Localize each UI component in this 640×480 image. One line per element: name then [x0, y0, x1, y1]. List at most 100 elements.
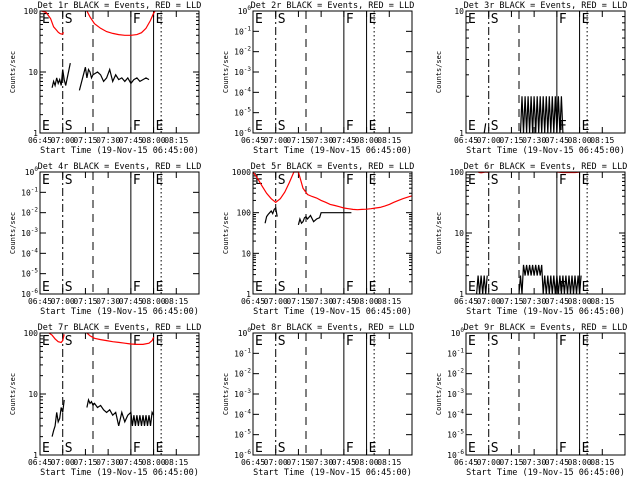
lld-line	[41, 10, 65, 35]
marker-label: E	[42, 441, 50, 456]
x-tick-label: 06:45	[454, 458, 478, 467]
x-tick-label: 08:15	[377, 136, 401, 145]
panel-3: Det 3r BLACK = Events, RED = LLD 1 10 06:45…	[435, 1, 627, 156]
y-tick-label: 10	[28, 390, 38, 399]
events-line	[86, 397, 155, 427]
panel-title: Det 9r BLACK = Events, RED = LLD	[464, 323, 628, 333]
marker-label: F	[133, 334, 141, 349]
lld-line	[252, 171, 413, 211]
x-tick-label: 07:45	[545, 297, 569, 306]
x-tick-label: 08:00	[355, 136, 379, 145]
x-tick-label: 07:30	[96, 458, 120, 467]
plot-frame	[465, 10, 626, 134]
panel-6: Det 6r BLACK = Events, RED = LLD 1 10 100 06…	[435, 162, 627, 317]
x-tick-label: 08:15	[377, 297, 401, 306]
x-axis-label: Start Time (19-Nov-15 06:45:00)	[40, 146, 199, 156]
events-line	[78, 67, 150, 91]
panel-title: Det 6r BLACK = Events, RED = LLD	[464, 162, 628, 172]
y-tick-label: 100	[450, 168, 465, 177]
marker-label: E	[369, 173, 377, 188]
y-tick-label: 10-3	[234, 66, 251, 77]
y-tick-label: 10-1	[21, 186, 38, 197]
marker-label: E	[255, 334, 263, 349]
y-tick-label: 10-4	[21, 247, 38, 258]
y-tick-label: 10-5	[21, 268, 38, 279]
y-tick-label: 1000	[232, 168, 251, 177]
x-tick-label: 08:15	[590, 136, 614, 145]
y-tick-label: 10-2	[234, 46, 251, 57]
x-axis-label: Start Time (19-Nov-15 06:45:00)	[466, 146, 625, 156]
marker-label: S	[278, 280, 286, 295]
marker-label: E	[42, 334, 50, 349]
marker-label: E	[42, 12, 50, 27]
panel-5: Det 5r BLACK = Events, RED = LLD 1 10 100 10…	[222, 162, 414, 317]
panel-title: Det 3r BLACK = Events, RED = LLD	[464, 1, 628, 11]
lld-line	[86, 332, 155, 345]
panel-title: Det 8r BLACK = Events, RED = LLD	[251, 323, 415, 333]
marker-label: E	[255, 119, 263, 134]
marker-label: S	[278, 119, 286, 134]
marker-label: E	[255, 441, 263, 456]
y-tick-label: 10-5	[234, 429, 251, 440]
marker-label: S	[278, 441, 286, 456]
y-tick-label: 10-5	[234, 107, 251, 118]
y-tick-label: 10-6	[447, 449, 464, 460]
y-tick-label: 100	[451, 327, 465, 338]
x-tick-label: 07:15	[499, 297, 523, 306]
marker-label: E	[156, 280, 164, 295]
marker-label: E	[156, 12, 164, 27]
marker-label: S	[491, 334, 499, 349]
y-axis-label: Counts/sec	[435, 373, 443, 415]
marker-label: F	[133, 441, 141, 456]
marker-label: E	[468, 280, 476, 295]
marker-label: E	[582, 334, 590, 349]
x-tick-label: 08:15	[164, 297, 188, 306]
marker-label: E	[369, 334, 377, 349]
plot-frame	[252, 171, 413, 295]
y-tick-label: 1	[33, 451, 38, 460]
x-tick-label: 07:00	[264, 458, 288, 467]
marker-label: E	[255, 280, 263, 295]
marker-label: F	[133, 119, 141, 134]
y-tick-label: 10-5	[447, 429, 464, 440]
y-tick-label: 10	[241, 249, 251, 258]
x-tick-label: 06:45	[241, 136, 265, 145]
y-tick-label: 10-6	[234, 127, 251, 138]
marker-label: F	[346, 441, 354, 456]
x-tick-label: 08:00	[142, 458, 166, 467]
x-axis-label: Start Time (19-Nov-15 06:45:00)	[253, 307, 412, 317]
marker-label: S	[65, 280, 73, 295]
marker-label: F	[133, 280, 141, 295]
marker-label: E	[582, 441, 590, 456]
y-tick-label: 10	[454, 7, 464, 16]
x-tick-label: 07:00	[51, 136, 75, 145]
y-tick-label: 10-3	[21, 227, 38, 238]
x-tick-label: 07:30	[309, 458, 333, 467]
x-tick-label: 07:45	[332, 136, 356, 145]
x-tick-label: 08:00	[142, 136, 166, 145]
marker-label: E	[156, 119, 164, 134]
events-line	[51, 399, 65, 437]
x-tick-label: 07:15	[73, 458, 97, 467]
x-tick-label: 07:15	[286, 136, 310, 145]
events-line	[264, 206, 278, 224]
x-tick-label: 06:45	[241, 458, 265, 467]
x-axis-label: Start Time (19-Nov-15 06:45:00)	[40, 307, 199, 317]
marker-label: E	[582, 280, 590, 295]
y-axis-label: Counts/sec	[9, 373, 17, 415]
x-tick-label: 06:45	[28, 297, 52, 306]
x-tick-label: 07:15	[286, 297, 310, 306]
x-axis-label: Start Time (19-Nov-15 06:45:00)	[253, 468, 412, 478]
y-axis-label: Counts/sec	[9, 51, 17, 93]
marker-label: F	[346, 12, 354, 27]
lld-line	[48, 332, 65, 344]
marker-label: F	[133, 12, 141, 27]
marker-label: S	[278, 173, 286, 188]
x-tick-label: 07:00	[264, 136, 288, 145]
x-tick-label: 07:30	[522, 297, 546, 306]
y-tick-label: 10-1	[447, 347, 464, 358]
panel-title: Det 7r BLACK = Events, RED = LLD	[38, 323, 202, 333]
plot-frame	[39, 171, 200, 295]
y-tick-label: 10-2	[234, 368, 251, 379]
